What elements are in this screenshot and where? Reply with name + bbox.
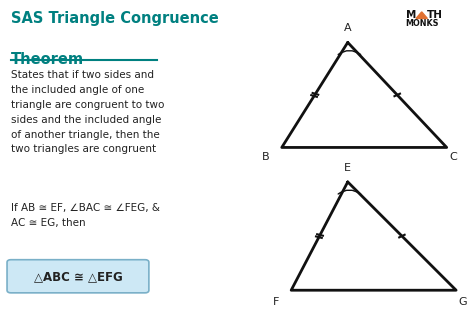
Text: A: A [344,23,352,32]
FancyBboxPatch shape [7,260,149,293]
Text: F: F [273,297,279,307]
Polygon shape [416,12,428,19]
Text: M: M [406,10,416,20]
Text: B: B [263,152,270,163]
Text: TH: TH [427,10,443,20]
Text: C: C [449,152,457,163]
Text: G: G [458,297,467,307]
Text: SAS Triangle Congruence: SAS Triangle Congruence [11,11,219,26]
Text: States that if two sides and
the included angle of one
triangle are congruent to: States that if two sides and the include… [11,70,164,154]
Text: △ABC ≅ △EFG: △ABC ≅ △EFG [34,270,122,283]
Text: Theorem: Theorem [11,52,84,67]
Text: If AB ≅ EF, ∠BAC ≅ ∠FEG, &
AC ≅ EG, then: If AB ≅ EF, ∠BAC ≅ ∠FEG, & AC ≅ EG, then [11,203,160,228]
Text: MONKS: MONKS [406,20,439,28]
Text: E: E [344,163,351,173]
